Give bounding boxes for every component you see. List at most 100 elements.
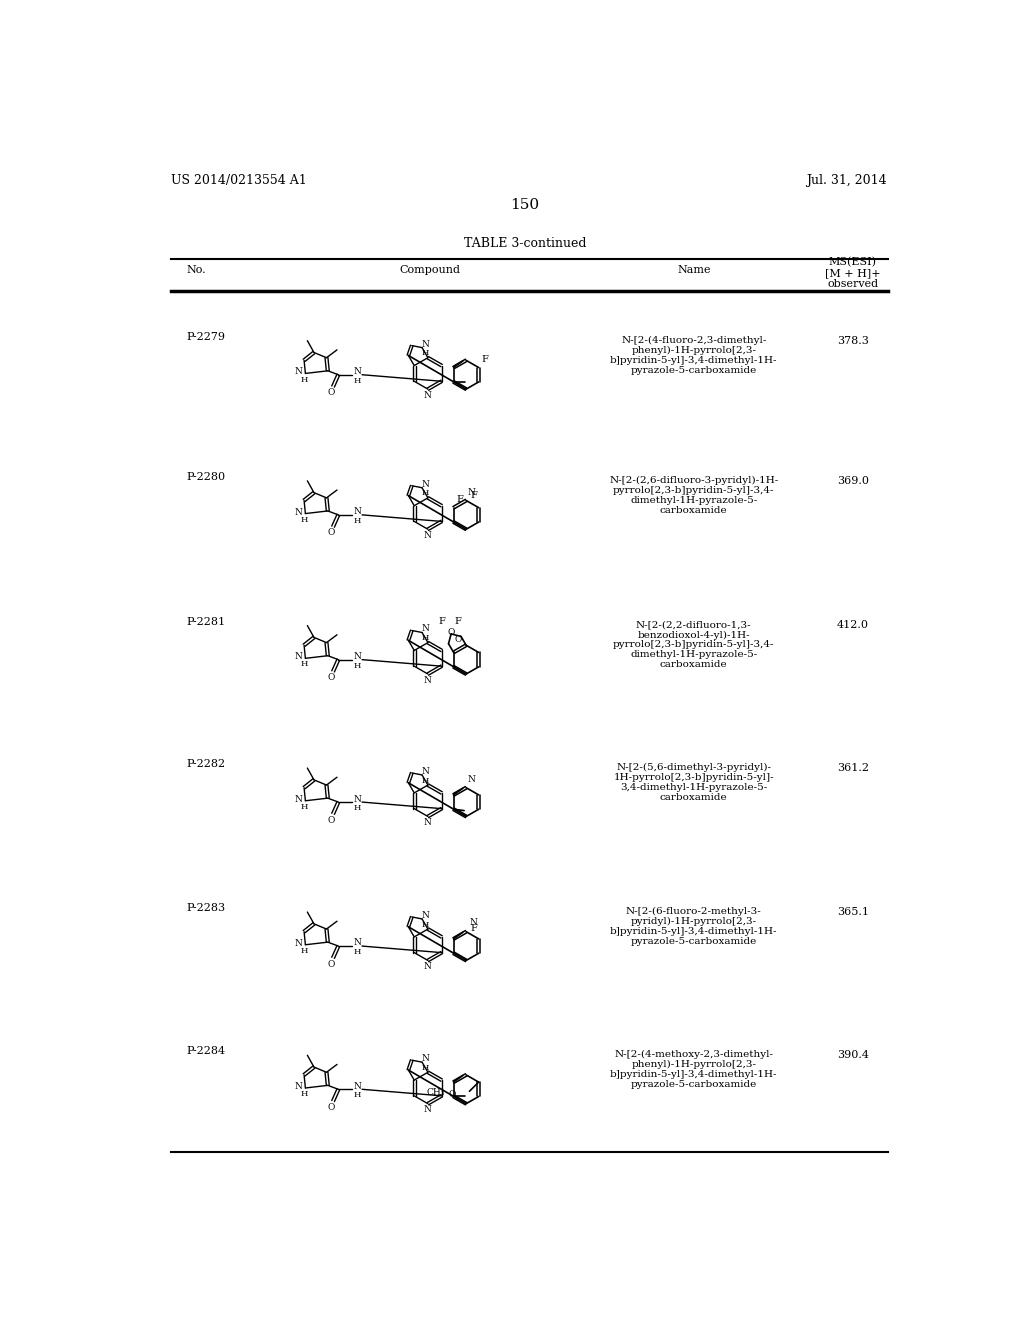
Text: 150: 150 [510,198,540,213]
Text: N-[2-(2,6-difluoro-3-pyridyl)-1H-: N-[2-(2,6-difluoro-3-pyridyl)-1H- [609,475,778,484]
Text: H: H [421,634,428,642]
Text: 390.4: 390.4 [837,1051,868,1060]
Text: O: O [449,1090,456,1098]
Text: N: N [421,767,429,776]
Text: O: O [328,673,335,682]
Text: O: O [328,816,335,825]
Text: N: N [468,487,475,496]
Text: N: N [421,911,429,920]
Text: benzodioxol-4-yl)-1H-: benzodioxol-4-yl)-1H- [637,631,750,639]
Text: N: N [353,652,361,661]
Text: F: F [470,491,477,500]
Text: 1H-pyrrolo[2,3-b]pyridin-5-yl]-: 1H-pyrrolo[2,3-b]pyridin-5-yl]- [613,774,774,781]
Text: O: O [328,1102,335,1111]
Text: O: O [328,388,335,397]
Text: F: F [457,495,464,504]
Text: N: N [424,391,432,400]
Text: N: N [424,962,432,972]
Text: N-[2-(4-methoxy-2,3-dimethyl-: N-[2-(4-methoxy-2,3-dimethyl- [614,1051,773,1059]
Text: N: N [468,775,475,784]
Text: N: N [424,1105,432,1114]
Text: H: H [300,660,308,668]
Text: N: N [424,531,432,540]
Text: observed: observed [827,279,879,289]
Text: b]pyridin-5-yl]-3,4-dimethyl-1H-: b]pyridin-5-yl]-3,4-dimethyl-1H- [610,355,777,364]
Text: 378.3: 378.3 [837,335,868,346]
Text: N: N [353,1081,361,1090]
Text: N-[2-(4-fluoro-2,3-dimethyl-: N-[2-(4-fluoro-2,3-dimethyl- [622,335,766,345]
Text: N: N [353,507,361,516]
Text: P-2284: P-2284 [186,1047,225,1056]
Text: phenyl)-1H-pyrrolo[2,3-: phenyl)-1H-pyrrolo[2,3- [631,346,757,355]
Text: carboxamide: carboxamide [659,660,728,669]
Text: H: H [421,920,428,928]
Text: H: H [421,1064,428,1072]
Text: P-2283: P-2283 [186,903,225,913]
Text: H: H [354,804,361,812]
Text: N: N [295,507,303,516]
Text: H: H [421,490,428,498]
Text: H: H [300,1090,308,1098]
Text: H: H [354,1092,361,1100]
Text: N: N [421,339,429,348]
Text: N: N [421,624,429,634]
Text: b]pyridin-5-yl]-3,4-dimethyl-1H-: b]pyridin-5-yl]-3,4-dimethyl-1H- [610,927,777,936]
Text: [M + H]+: [M + H]+ [824,268,881,277]
Text: pyridyl)-1H-pyrrolo[2,3-: pyridyl)-1H-pyrrolo[2,3- [631,917,757,925]
Text: 361.2: 361.2 [837,763,868,772]
Text: F: F [481,355,488,364]
Text: H: H [300,803,308,810]
Text: F: F [470,924,477,933]
Text: dimethyl-1H-pyrazole-5-: dimethyl-1H-pyrazole-5- [630,651,758,660]
Text: TABLE 3-continued: TABLE 3-continued [464,238,586,249]
Text: 3,4-dimethyl-1H-pyrazole-5-: 3,4-dimethyl-1H-pyrazole-5- [621,783,767,792]
Text: dimethyl-1H-pyrazole-5-: dimethyl-1H-pyrazole-5- [630,496,758,504]
Text: 369.0: 369.0 [837,475,868,486]
Text: N: N [469,917,477,927]
Text: O: O [447,628,455,638]
Text: pyrazole-5-carboxamide: pyrazole-5-carboxamide [631,366,757,375]
Text: N-[2-(6-fluoro-2-methyl-3-: N-[2-(6-fluoro-2-methyl-3- [626,907,762,916]
Text: P-2282: P-2282 [186,759,225,770]
Text: CH₃: CH₃ [426,1088,444,1097]
Text: 412.0: 412.0 [837,620,868,631]
Text: N: N [353,367,361,376]
Text: N: N [421,1055,429,1063]
Text: carboxamide: carboxamide [659,506,728,515]
Text: Name: Name [677,264,711,275]
Text: N: N [295,939,303,948]
Text: phenyl)-1H-pyrrolo[2,3-: phenyl)-1H-pyrrolo[2,3- [631,1060,757,1069]
Text: US 2014/0213554 A1: US 2014/0213554 A1 [171,174,306,187]
Text: O: O [455,635,462,644]
Text: N: N [424,818,432,828]
Text: H: H [354,378,361,385]
Text: carboxamide: carboxamide [659,793,728,801]
Text: b]pyridin-5-yl]-3,4-dimethyl-1H-: b]pyridin-5-yl]-3,4-dimethyl-1H- [610,1071,777,1078]
Text: pyrazole-5-carboxamide: pyrazole-5-carboxamide [631,1080,757,1089]
Text: F: F [438,618,445,626]
Text: F: F [454,618,461,626]
Text: H: H [421,350,428,358]
Text: Compound: Compound [399,264,461,275]
Text: H: H [354,661,361,669]
Text: N: N [295,652,303,661]
Text: N-[2-(5,6-dimethyl-3-pyridyl)-: N-[2-(5,6-dimethyl-3-pyridyl)- [616,763,771,772]
Text: Jul. 31, 2014: Jul. 31, 2014 [806,174,887,187]
Text: N: N [295,367,303,376]
Text: pyrrolo[2,3-b]pyridin-5-yl]-3,4-: pyrrolo[2,3-b]pyridin-5-yl]-3,4- [613,486,774,495]
Text: O: O [328,960,335,969]
Text: pyrazole-5-carboxamide: pyrazole-5-carboxamide [631,937,757,946]
Text: H: H [354,948,361,956]
Text: No.: No. [186,264,206,275]
Text: N-[2-(2,2-difluoro-1,3-: N-[2-(2,2-difluoro-1,3- [636,620,752,630]
Text: N: N [424,676,432,685]
Text: H: H [300,946,308,954]
Text: O: O [328,528,335,537]
Text: N: N [353,795,361,804]
Text: H: H [421,776,428,784]
Text: P-2279: P-2279 [186,331,225,342]
Text: P-2281: P-2281 [186,616,225,627]
Text: N: N [421,479,429,488]
Text: H: H [300,376,308,384]
Text: MS(ESI): MS(ESI) [828,257,877,267]
